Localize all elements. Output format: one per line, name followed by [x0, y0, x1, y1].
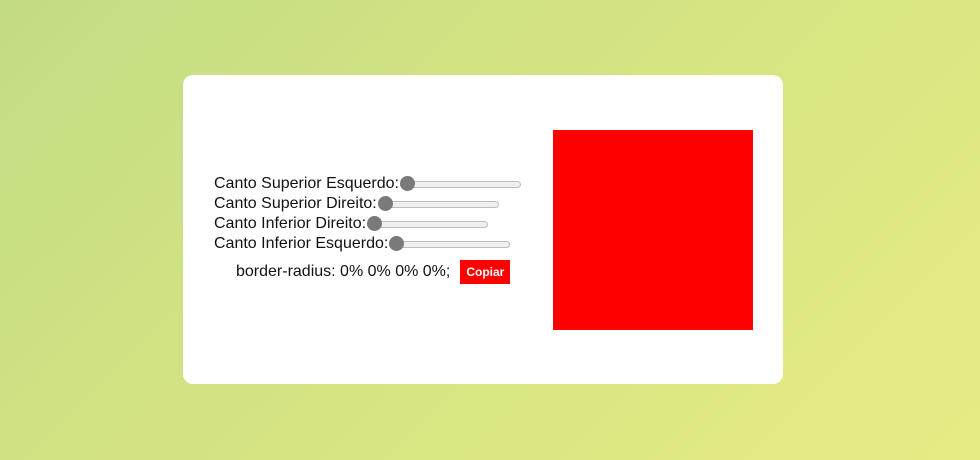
slider-track — [400, 181, 521, 188]
row-bottom-right: Canto Inferior Direito: — [214, 214, 544, 234]
slider-bottom-left[interactable] — [389, 236, 511, 251]
row-bottom-left: Canto Inferior Esquerdo: — [214, 234, 544, 254]
slider-thumb[interactable] — [400, 176, 415, 191]
row-top-right: Canto Superior Direito: — [214, 194, 544, 214]
label-top-left: Canto Superior Esquerdo: — [214, 175, 399, 192]
row-top-left: Canto Superior Esquerdo: — [214, 174, 544, 194]
label-top-right: Canto Superior Direito: — [214, 195, 377, 212]
slider-thumb[interactable] — [367, 216, 383, 231]
label-bottom-left: Canto Inferior Esquerdo: — [214, 235, 389, 252]
slider-track — [377, 201, 499, 208]
slider-thumb[interactable] — [377, 196, 393, 211]
output-row: border-radius: 0% 0% 0% 0%; Copiar — [214, 260, 544, 284]
slider-track — [389, 241, 511, 248]
preview-box — [553, 130, 753, 330]
copy-button[interactable]: Copiar — [460, 260, 511, 284]
label-bottom-right: Canto Inferior Direito: — [214, 215, 367, 232]
slider-track — [367, 221, 489, 228]
slider-thumb[interactable] — [389, 236, 405, 251]
corner-controls: Canto Superior Esquerdo: Canto Superior … — [214, 174, 544, 284]
slider-bottom-right[interactable] — [367, 216, 489, 231]
slider-top-left[interactable] — [400, 176, 521, 191]
slider-top-right[interactable] — [377, 196, 499, 211]
css-output-text: border-radius: 0% 0% 0% 0%; — [236, 263, 451, 280]
generator-card: Canto Superior Esquerdo: Canto Superior … — [183, 75, 783, 384]
